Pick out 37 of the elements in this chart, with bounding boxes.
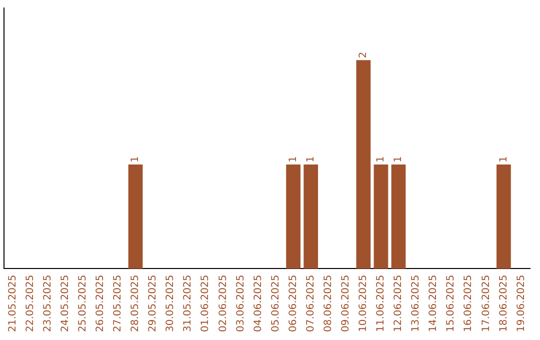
data-label: 1 (498, 156, 510, 162)
x-tick-label: 19.06.2025 (516, 274, 527, 332)
x-tick-label: 18.06.2025 (498, 274, 510, 332)
x-tick-label: 29.05.2025 (148, 274, 159, 332)
x-tick-label: 27.05.2025 (112, 274, 124, 332)
x-tick-label: 24.05.2025 (60, 274, 71, 332)
x-tick-label: 04.06.2025 (252, 274, 264, 332)
x-tick-label: 15.06.2025 (446, 274, 457, 332)
x-tick-label: 11.06.2025 (376, 274, 387, 332)
x-tick-label: 14.06.2025 (428, 274, 440, 332)
x-tick-label: 08.06.2025 (322, 274, 334, 332)
x-tick-label: 10.06.2025 (358, 274, 370, 332)
x-tick-label: 05.06.2025 (270, 274, 282, 332)
x-tick-label: 26.05.2025 (95, 274, 106, 332)
data-label: 1 (393, 156, 404, 162)
x-tick-label: 30.05.2025 (165, 274, 176, 332)
x-tick-label: 25.05.2025 (77, 274, 88, 332)
x-tick-label: 01.06.2025 (200, 274, 212, 332)
x-tick-label: 31.05.2025 (182, 274, 194, 332)
x-tick-label: 12.06.2025 (393, 274, 404, 332)
data-label: 1 (376, 156, 387, 162)
x-tick-label: 22.05.2025 (24, 274, 36, 332)
x-tick-label: 16.06.2025 (463, 274, 474, 332)
x-tick-label: 09.06.2025 (340, 274, 352, 332)
data-label: 1 (288, 156, 299, 162)
data-label: 1 (130, 156, 142, 162)
x-tick-label: 21.05.2025 (7, 274, 18, 332)
x-tick-label: 02.06.2025 (218, 274, 229, 332)
x-tick-label: 23.05.2025 (42, 274, 54, 332)
x-tick-label: 17.06.2025 (480, 274, 492, 332)
data-label: 2 (358, 52, 370, 58)
x-tick-label: 03.06.2025 (235, 274, 246, 332)
x-tick-label: 28.05.2025 (130, 274, 142, 332)
x-tick-label: 06.06.2025 (288, 274, 299, 332)
x-tick-label: 07.06.2025 (305, 274, 316, 332)
x-tick-label: 13.06.2025 (410, 274, 422, 332)
data-label: 1 (305, 156, 316, 162)
